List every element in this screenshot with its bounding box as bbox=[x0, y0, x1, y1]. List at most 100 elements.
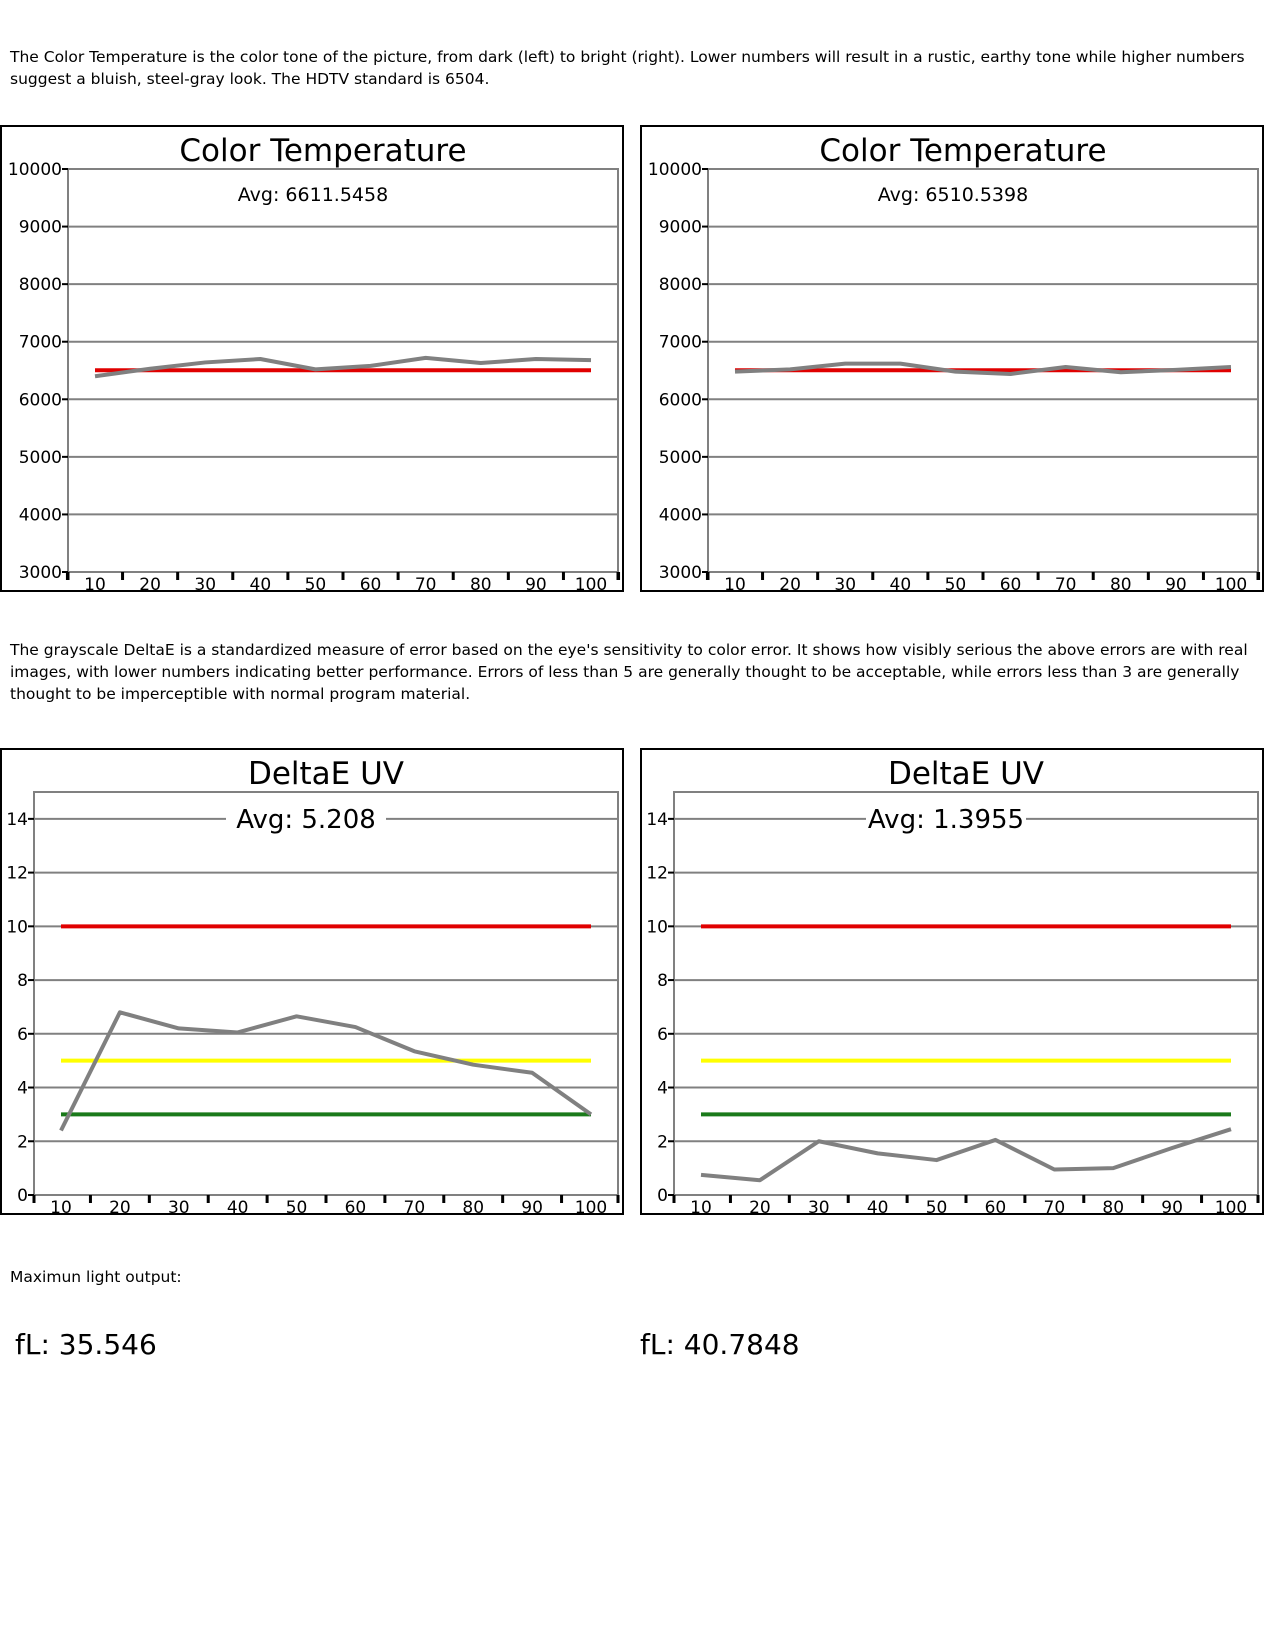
y-tick-label: 4 bbox=[17, 1079, 28, 1099]
color-temperature-plot-right: Color Temperature 3000 4000 5000 6000 7000 800… bbox=[648, 133, 1261, 590]
x-tick-label: 90 bbox=[1165, 575, 1187, 590]
x-tick-label: 90 bbox=[525, 575, 547, 590]
avg-label: Avg: 6611.5458 bbox=[238, 184, 388, 206]
y-tick-label: 8 bbox=[657, 971, 668, 991]
x-tick-label: 40 bbox=[227, 1198, 249, 1213]
x-tick-label: 70 bbox=[1055, 575, 1077, 590]
color-temperature-plot-left: Color Temperature 3000 4000 5000 6000 7000 800… bbox=[8, 133, 621, 590]
x-tick-label: 90 bbox=[1161, 1198, 1183, 1213]
fl-value-right: fL: 40.7848 bbox=[640, 1328, 800, 1361]
y-tick-label: 6000 bbox=[659, 390, 702, 410]
chart-title: Color Temperature bbox=[819, 133, 1106, 169]
y-tick-label: 4000 bbox=[19, 505, 62, 525]
x-tick-label: 100 bbox=[575, 575, 607, 590]
y-tick-label: 14 bbox=[6, 810, 28, 830]
deltae-plot-right: DeltaE UV 0 2 4 6 8 10 12 14 10 20 30 40 50 60 70 80 90 10… bbox=[646, 756, 1260, 1213]
x-tick-label: 40 bbox=[890, 575, 912, 590]
x-tick-label: 20 bbox=[779, 575, 801, 590]
x-tick-label: 70 bbox=[404, 1198, 426, 1213]
x-tick-label: 50 bbox=[926, 1198, 948, 1213]
x-tick-label: 10 bbox=[50, 1198, 72, 1213]
y-tick-label: 0 bbox=[17, 1186, 28, 1206]
series-line-measured bbox=[94, 355, 592, 379]
x-tick-label: 60 bbox=[360, 575, 382, 590]
x-tick-label: 30 bbox=[808, 1198, 830, 1213]
chart-title: Color Temperature bbox=[179, 133, 466, 169]
series-line-measured bbox=[734, 361, 1232, 376]
avg-label: Avg: 5.208 bbox=[236, 805, 376, 835]
y-tick-label: 4000 bbox=[659, 505, 702, 525]
y-tick-label: 10000 bbox=[648, 160, 702, 180]
x-tick-label: 100 bbox=[1215, 1198, 1247, 1213]
chart-title: DeltaE UV bbox=[248, 756, 404, 792]
color-temperature-chart-left: Color Temperature 3000 4000 5000 6000 7000 800… bbox=[0, 125, 624, 592]
x-tick-label: 50 bbox=[305, 575, 327, 590]
y-tick-label: 5000 bbox=[659, 448, 702, 468]
x-tick-label: 50 bbox=[945, 575, 967, 590]
plot-frame bbox=[33, 791, 619, 1196]
y-tick-label: 6 bbox=[657, 1025, 668, 1045]
y-tick-label: 2 bbox=[657, 1132, 668, 1152]
y-tick-label: 7000 bbox=[659, 333, 702, 353]
y-tick-label: 5000 bbox=[19, 448, 62, 468]
y-tick-label: 10000 bbox=[8, 160, 62, 180]
plot-frame bbox=[673, 791, 1259, 1196]
color-temperature-description: The Color Temperature is the color tone … bbox=[10, 48, 1245, 88]
series-line-measured bbox=[700, 1127, 1232, 1183]
x-tick-label: 20 bbox=[109, 1198, 131, 1213]
x-tick-label: 10 bbox=[84, 575, 106, 590]
deltae-plot-left: DeltaE UV 0 2 4 6 8 10 12 14 10 20 30 40 50 60 70 80 90 10… bbox=[6, 756, 620, 1213]
x-tick-label: 60 bbox=[345, 1198, 367, 1213]
x-tick-label: 40 bbox=[250, 575, 272, 590]
y-tick-label: 7000 bbox=[19, 333, 62, 353]
avg-label: Avg: 1.3955 bbox=[868, 805, 1024, 835]
x-tick-label: 10 bbox=[724, 575, 746, 590]
y-tick-label: 9000 bbox=[659, 218, 702, 238]
y-tick-label: 9000 bbox=[19, 218, 62, 238]
x-tick-label: 80 bbox=[470, 575, 492, 590]
max-light-output-label: Maximun light output: bbox=[10, 1268, 182, 1286]
avg-label-background bbox=[226, 803, 386, 834]
x-tick-label: 20 bbox=[139, 575, 161, 590]
x-tick-label: 30 bbox=[194, 575, 216, 590]
x-tick-label: 90 bbox=[521, 1198, 543, 1213]
chart-title: DeltaE UV bbox=[888, 756, 1044, 792]
y-tick-label: 14 bbox=[646, 810, 668, 830]
avg-label-background bbox=[866, 803, 1026, 834]
deltae-chart-left: DeltaE UV 0 2 4 6 8 10 12 14 10 20 30 40 50 60 70 80 90 10… bbox=[0, 748, 624, 1215]
x-tick-label: 70 bbox=[1044, 1198, 1066, 1213]
y-tick-label: 6000 bbox=[19, 390, 62, 410]
x-tick-label: 60 bbox=[985, 1198, 1007, 1213]
x-tick-label: 80 bbox=[1102, 1198, 1124, 1213]
deltae-chart-right: DeltaE UV 0 2 4 6 8 10 12 14 10 20 30 40 50 60 70 80 90 10… bbox=[640, 748, 1264, 1215]
x-tick-label: 50 bbox=[286, 1198, 308, 1213]
y-tick-label: 0 bbox=[657, 1186, 668, 1206]
y-tick-label: 12 bbox=[646, 864, 668, 884]
y-tick-label: 3000 bbox=[19, 563, 62, 583]
y-tick-label: 8000 bbox=[659, 275, 702, 295]
x-tick-label: 30 bbox=[168, 1198, 190, 1213]
y-tick-label: 10 bbox=[646, 917, 668, 937]
x-tick-label: 60 bbox=[1000, 575, 1022, 590]
x-tick-label: 100 bbox=[575, 1198, 607, 1213]
x-tick-label: 40 bbox=[867, 1198, 889, 1213]
avg-label: Avg: 6510.5398 bbox=[878, 184, 1028, 206]
x-tick-label: 80 bbox=[1110, 575, 1132, 590]
y-tick-label: 2 bbox=[17, 1132, 28, 1152]
x-tick-label: 30 bbox=[834, 575, 856, 590]
x-tick-label: 100 bbox=[1215, 575, 1247, 590]
y-tick-label: 4 bbox=[657, 1079, 668, 1099]
x-tick-label: 20 bbox=[749, 1198, 771, 1213]
series-line-measured bbox=[59, 1010, 593, 1132]
x-tick-label: 70 bbox=[415, 575, 437, 590]
x-tick-label: 10 bbox=[690, 1198, 712, 1213]
y-tick-label: 12 bbox=[6, 864, 28, 884]
y-tick-label: 8 bbox=[17, 971, 28, 991]
y-tick-label: 6 bbox=[17, 1025, 28, 1045]
y-tick-label: 3000 bbox=[659, 563, 702, 583]
fl-value-left: fL: 35.546 bbox=[15, 1328, 157, 1361]
y-tick-label: 10 bbox=[6, 917, 28, 937]
deltae-description: The grayscale DeltaE is a standardized m… bbox=[10, 641, 1248, 703]
x-tick-label: 80 bbox=[462, 1198, 484, 1213]
color-temperature-chart-right: Color Temperature 3000 4000 5000 6000 7000 800… bbox=[640, 125, 1264, 592]
